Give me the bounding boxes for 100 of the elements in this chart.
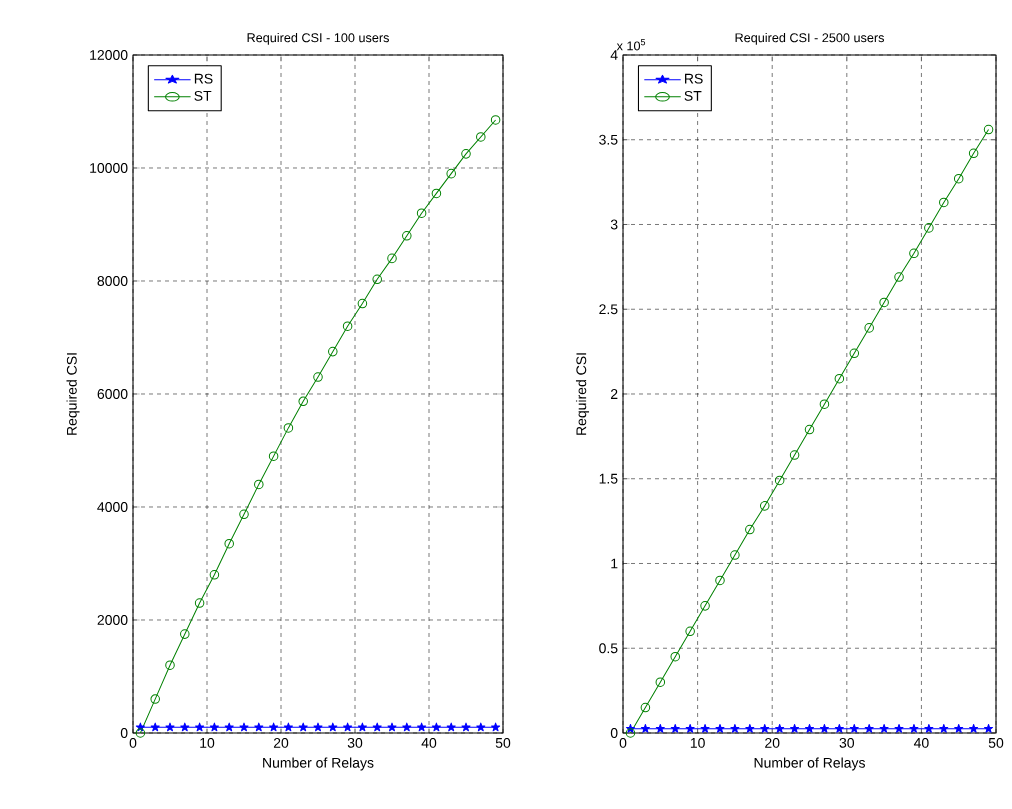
point (357, 298, 368, 309)
y-tick-label: 3.5 (599, 134, 618, 145)
point (745, 524, 755, 535)
y-tick-label: 1.5 (599, 473, 618, 484)
point (402, 722, 412, 732)
y-tick-label: 4000 (97, 502, 128, 512)
y-tick-label: 8000 (97, 276, 128, 286)
y-tick-label: 2 (611, 389, 618, 399)
point (476, 722, 486, 732)
point (640, 723, 650, 733)
x-axis-title: Number of Relays (754, 757, 865, 771)
point (268, 451, 279, 461)
x-tick-label: 30 (347, 737, 363, 748)
y-tick-label: 6000 (97, 389, 128, 399)
point (224, 722, 234, 732)
point (387, 253, 397, 264)
y-tick-label: 2.5 (599, 304, 618, 315)
point (446, 168, 456, 179)
point (402, 231, 412, 241)
point (968, 148, 979, 159)
x-tick-label: 0 (129, 737, 137, 748)
point (165, 660, 175, 670)
point (209, 722, 219, 732)
x-tick-label: 10 (200, 737, 215, 748)
point (269, 722, 279, 732)
point (372, 722, 382, 732)
point (357, 722, 367, 732)
y-tick-label: 0 (610, 728, 618, 738)
x-tick-label: 20 (765, 737, 780, 748)
point (894, 272, 904, 282)
point (298, 396, 308, 407)
point (759, 501, 770, 511)
y-axis-title: Required CSI (66, 353, 80, 435)
point (461, 722, 471, 732)
point (775, 723, 785, 733)
point (150, 694, 160, 704)
point (490, 115, 501, 125)
text: x 10$^{5}$ (616, 39, 646, 51)
point (760, 723, 770, 733)
point (180, 722, 190, 732)
y-axis-title: Required CSI (575, 353, 590, 435)
point (313, 722, 323, 732)
point (864, 323, 874, 333)
point (150, 722, 160, 732)
point (431, 188, 442, 199)
point (239, 722, 249, 732)
point (804, 424, 815, 435)
point (819, 723, 829, 733)
point (924, 223, 934, 233)
y-tick-label: 1 (611, 558, 618, 569)
point (655, 677, 666, 687)
legend-label: RS (194, 73, 213, 84)
point (224, 538, 234, 549)
point (372, 274, 382, 285)
legend-label: ST (194, 90, 212, 101)
point (790, 723, 800, 733)
point (715, 723, 725, 733)
point (670, 651, 680, 662)
point (954, 723, 964, 733)
x-tick-label: 20 (273, 737, 289, 748)
point (983, 124, 994, 135)
y-tick-label: 0 (120, 728, 128, 738)
x-tick-label: 40 (421, 737, 437, 748)
point (939, 723, 949, 733)
point (730, 723, 740, 733)
point (135, 728, 146, 738)
point (254, 479, 264, 490)
point (939, 197, 949, 208)
point (715, 575, 725, 586)
point (953, 173, 964, 184)
point (789, 450, 800, 460)
point (969, 723, 979, 733)
point (416, 208, 427, 218)
x-tick-label: 30 (839, 737, 855, 748)
legend-label: RS (685, 73, 703, 84)
point (283, 423, 294, 433)
point (283, 722, 293, 732)
point (640, 702, 651, 713)
point (685, 626, 695, 637)
point (195, 722, 205, 732)
point (417, 722, 427, 732)
point (239, 509, 249, 520)
y-tick-label: 4 (610, 50, 618, 60)
point (700, 601, 710, 611)
point (700, 723, 710, 733)
point (461, 149, 471, 159)
y-tick-label: 0.5 (599, 643, 618, 654)
x-axis-title: Number of Relays (263, 757, 374, 771)
point (476, 132, 486, 142)
point (909, 723, 919, 733)
point (342, 321, 353, 331)
point (491, 722, 501, 732)
point (834, 723, 844, 733)
point (879, 723, 889, 733)
point (804, 723, 815, 733)
point (849, 348, 860, 359)
point (745, 723, 755, 733)
chart-title: Required CSI - 100 users (247, 32, 389, 45)
point (834, 373, 845, 384)
point (446, 722, 456, 732)
